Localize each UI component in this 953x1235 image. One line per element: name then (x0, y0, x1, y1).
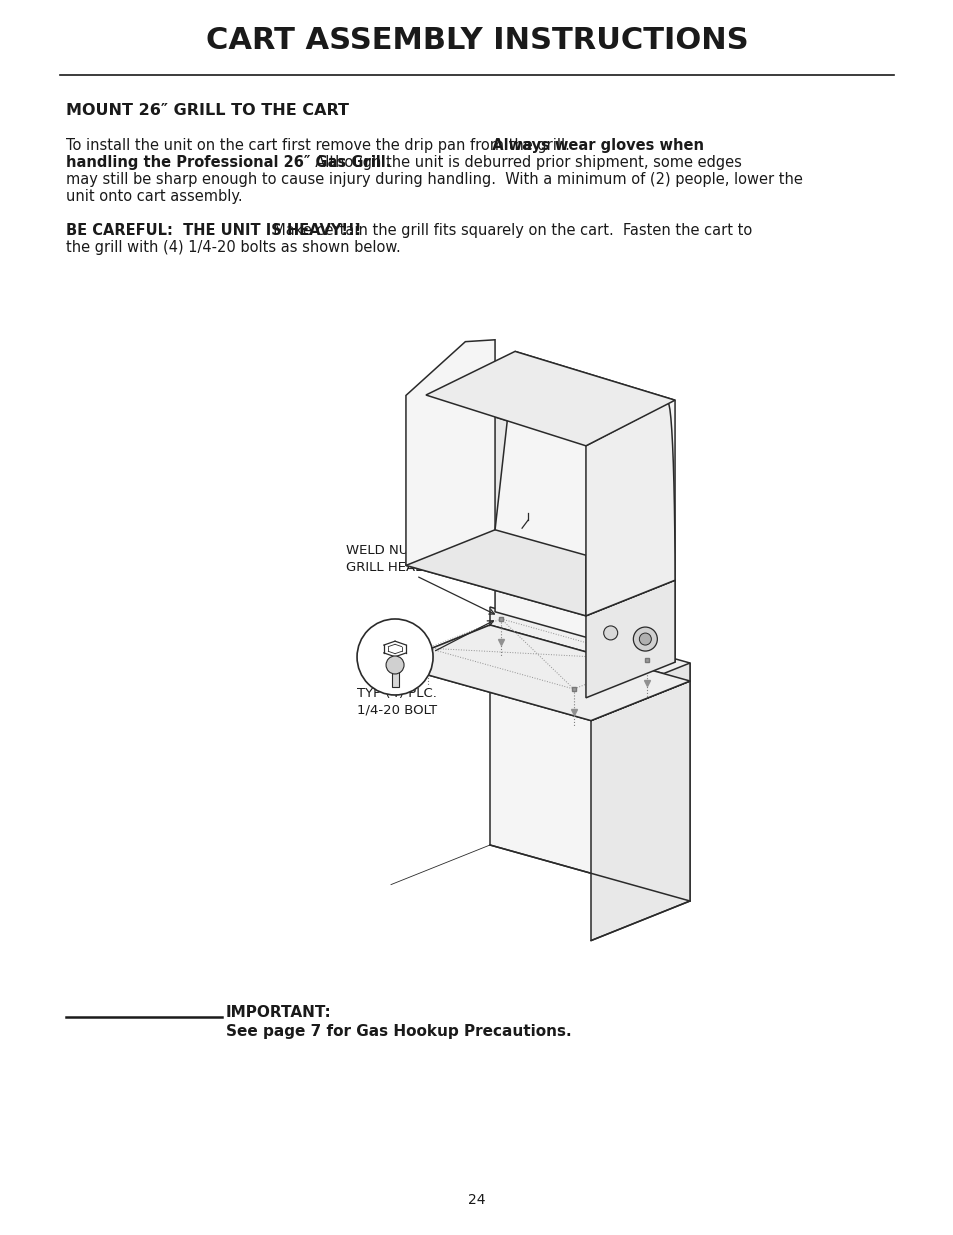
Text: TYP (4) PLC.: TYP (4) PLC. (356, 687, 436, 700)
FancyArrowPatch shape (436, 621, 493, 651)
Text: unit onto cart assembly.: unit onto cart assembly. (66, 189, 242, 204)
FancyArrowPatch shape (418, 577, 494, 614)
Text: Although the unit is deburred prior shipment, some edges: Although the unit is deburred prior ship… (306, 156, 741, 170)
Text: CART ASSEMBLY INSTRUCTIONS: CART ASSEMBLY INSTRUCTIONS (206, 26, 747, 56)
Text: may still be sharp enough to cause injury during handling.  With a minimum of (2: may still be sharp enough to cause injur… (66, 172, 802, 186)
Polygon shape (391, 625, 689, 720)
Polygon shape (406, 340, 495, 566)
Polygon shape (495, 530, 675, 662)
Bar (391, 664, 398, 687)
Text: Always wear gloves when: Always wear gloves when (481, 138, 703, 153)
Polygon shape (585, 580, 675, 698)
Text: GRILL HEAD: GRILL HEAD (346, 561, 425, 574)
Text: See page 7 for Gas Hookup Precautions.: See page 7 for Gas Hookup Precautions. (226, 1024, 571, 1039)
Polygon shape (590, 680, 689, 941)
Text: the grill with (4) 1/4-20 bolts as shown below.: the grill with (4) 1/4-20 bolts as shown… (66, 240, 400, 254)
Circle shape (603, 626, 617, 640)
Circle shape (386, 656, 404, 674)
Text: 24: 24 (468, 1193, 485, 1207)
Circle shape (633, 627, 657, 651)
Polygon shape (391, 625, 689, 720)
Text: WELD NUT IN: WELD NUT IN (346, 543, 434, 557)
Text: handling the Professional 26″ Gas Grill.: handling the Professional 26″ Gas Grill. (66, 156, 391, 170)
Polygon shape (585, 403, 675, 616)
Polygon shape (406, 395, 585, 616)
Text: IMPORTANT:: IMPORTANT: (226, 1005, 332, 1020)
Circle shape (356, 619, 433, 695)
Text: Make certain the grill fits squarely on the cart.  Fasten the cart to: Make certain the grill fits squarely on … (264, 224, 752, 238)
Polygon shape (425, 352, 675, 446)
Polygon shape (490, 625, 689, 902)
Text: BE CAREFUL:  THE UNIT IS HEAVY!!!: BE CAREFUL: THE UNIT IS HEAVY!!! (66, 224, 361, 238)
Polygon shape (590, 663, 689, 720)
Text: 1/4-20 BOLT: 1/4-20 BOLT (356, 704, 436, 718)
Polygon shape (490, 606, 689, 680)
Text: MOUNT 26″ GRILL TO THE CART: MOUNT 26″ GRILL TO THE CART (66, 103, 349, 119)
Circle shape (639, 634, 651, 645)
Text: To install the unit on the cart first remove the drip pan from the grill.: To install the unit on the cart first re… (66, 138, 569, 153)
Polygon shape (406, 530, 675, 616)
Polygon shape (495, 352, 675, 580)
